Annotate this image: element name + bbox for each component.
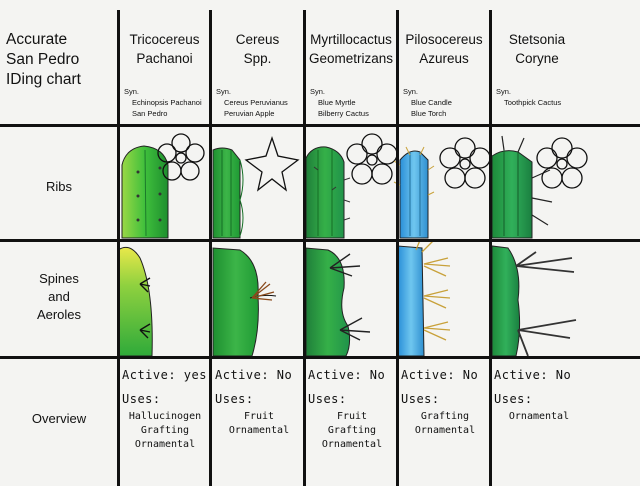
grid-v-3 xyxy=(303,10,306,486)
uses-label: Uses: xyxy=(401,392,440,406)
species-name: Stetsonia xyxy=(508,32,566,47)
spines-pilosocereus xyxy=(397,239,451,357)
use-item: Grafting xyxy=(140,425,190,436)
species-name: Azureus xyxy=(419,51,469,66)
synonyms-tricocereus: Syn. Echinopsis Pachanoi San Pedro xyxy=(124,86,202,119)
chart-title: Accurate San Pedro IDing chart xyxy=(6,30,118,90)
overview-pilosocereus: Active: No Uses: Grafting Ornamental xyxy=(401,368,489,438)
synonyms-myrtillocactus: Syn. Blue Myrtle Bilberry Cactus xyxy=(310,86,369,119)
ribs-tricocereus xyxy=(121,133,205,239)
active-status: Active: yes xyxy=(122,368,207,382)
spines-stetsonia xyxy=(491,245,577,357)
column-header-stetsonia: Stetsonia Coryne xyxy=(492,30,582,68)
column-header-tricocereus: Tricocereus Pachanoi xyxy=(120,30,209,68)
grid-h-2 xyxy=(0,239,640,242)
row-label-spines: Spines and Aeroles xyxy=(0,270,118,324)
species-name: Pilosocereus xyxy=(405,32,483,47)
overview-tricocereus: Active: yes Uses: Hallucinogen Grafting … xyxy=(122,368,208,452)
column-header-pilosocereus: Pilosocereus Azureus xyxy=(399,30,489,68)
title-line: IDing chart xyxy=(6,71,81,88)
synonym: Cereus Peruvianus xyxy=(224,98,288,107)
species-name: Coryne xyxy=(515,51,559,66)
synonyms-pilosocereus: Syn. Blue Candle Blue Torch xyxy=(403,86,452,119)
species-name: Myrtillocactus xyxy=(310,32,392,47)
species-name: Tricocereus xyxy=(129,32,200,47)
grid-v-2 xyxy=(209,10,212,486)
synonym: Bilberry Cactus xyxy=(318,109,369,118)
active-status: Active: No xyxy=(308,368,386,382)
overview-myrtillocactus: Active: No Uses: Fruit Grafting Ornament… xyxy=(308,368,396,452)
syn-label: Syn. xyxy=(216,87,232,96)
row-label-line: Ribs xyxy=(45,179,72,194)
spines-myrtillocactus xyxy=(305,247,371,357)
ribs-stetsonia xyxy=(491,135,588,239)
ribs-myrtillocactus xyxy=(305,133,398,239)
synonym: San Pedro xyxy=(132,109,168,118)
spines-cereus xyxy=(212,247,277,357)
ribs-cereus xyxy=(212,135,300,239)
syn-label: Syn. xyxy=(403,87,419,96)
column-header-myrtillocactus: Myrtillocactus Geometrizans xyxy=(306,30,396,68)
row-label-ribs: Ribs xyxy=(0,178,118,196)
active-status: Active: No xyxy=(494,368,572,382)
row-label-line: Spines xyxy=(39,271,79,286)
grid-v-4 xyxy=(396,10,399,486)
use-item: Fruit xyxy=(336,411,368,422)
uses-label: Uses: xyxy=(494,392,533,406)
grid-h-1 xyxy=(0,124,640,127)
column-header-cereus: Cereus Spp. xyxy=(212,30,303,68)
synonym: Toothpick Cactus xyxy=(504,98,562,107)
use-item: Fruit xyxy=(243,411,275,422)
synonyms-cereus: Syn. Cereus Peruvianus Peruvian Apple xyxy=(216,86,288,119)
use-item: Ornamental xyxy=(228,425,290,436)
synonym: Blue Myrtle xyxy=(318,98,356,107)
overview-cereus: Active: No Uses: Fruit Ornamental xyxy=(215,368,303,438)
row-label-overview: Overview xyxy=(0,410,118,428)
active-status: Active: No xyxy=(215,368,293,382)
grid-v-1 xyxy=(117,10,120,486)
grid-h-3 xyxy=(0,356,640,359)
synonym: Peruvian Apple xyxy=(224,109,275,118)
synonym: Echinopsis Pachanoi xyxy=(132,98,202,107)
use-item: Ornamental xyxy=(321,439,383,450)
species-name: Geometrizans xyxy=(308,51,394,66)
uses-label: Uses: xyxy=(122,392,161,406)
syn-label: Syn. xyxy=(124,87,140,96)
overview-stetsonia: Active: No Uses: Ornamental xyxy=(494,368,584,424)
synonym: Blue Torch xyxy=(411,109,447,118)
uses-label: Uses: xyxy=(308,392,347,406)
title-line: San Pedro xyxy=(6,51,80,68)
row-label-line: and xyxy=(48,289,70,304)
use-item: Ornamental xyxy=(134,439,196,450)
spines-tricocereus xyxy=(117,246,153,357)
grid-v-5 xyxy=(489,10,492,486)
use-item: Ornamental xyxy=(508,411,570,422)
title-line: Accurate xyxy=(6,31,68,48)
species-name: Spp. xyxy=(243,51,272,66)
active-status: Active: No xyxy=(401,368,479,382)
ribs-pilosocereus xyxy=(393,137,491,239)
uses-label: Uses: xyxy=(215,392,254,406)
use-item: Grafting xyxy=(420,411,470,422)
use-item: Grafting xyxy=(327,425,377,436)
use-item: Hallucinogen xyxy=(128,411,202,422)
species-name: Cereus xyxy=(235,32,280,47)
synonyms-stetsonia: Syn. Toothpick Cactus xyxy=(496,86,561,108)
synonym: Blue Candle xyxy=(411,98,452,107)
row-label-line: Aeroles xyxy=(36,307,82,322)
syn-label: Syn. xyxy=(496,87,512,96)
use-item: Ornamental xyxy=(414,425,476,436)
syn-label: Syn. xyxy=(310,87,326,96)
row-label-line: Overview xyxy=(31,411,87,426)
species-name: Pachanoi xyxy=(136,51,193,66)
